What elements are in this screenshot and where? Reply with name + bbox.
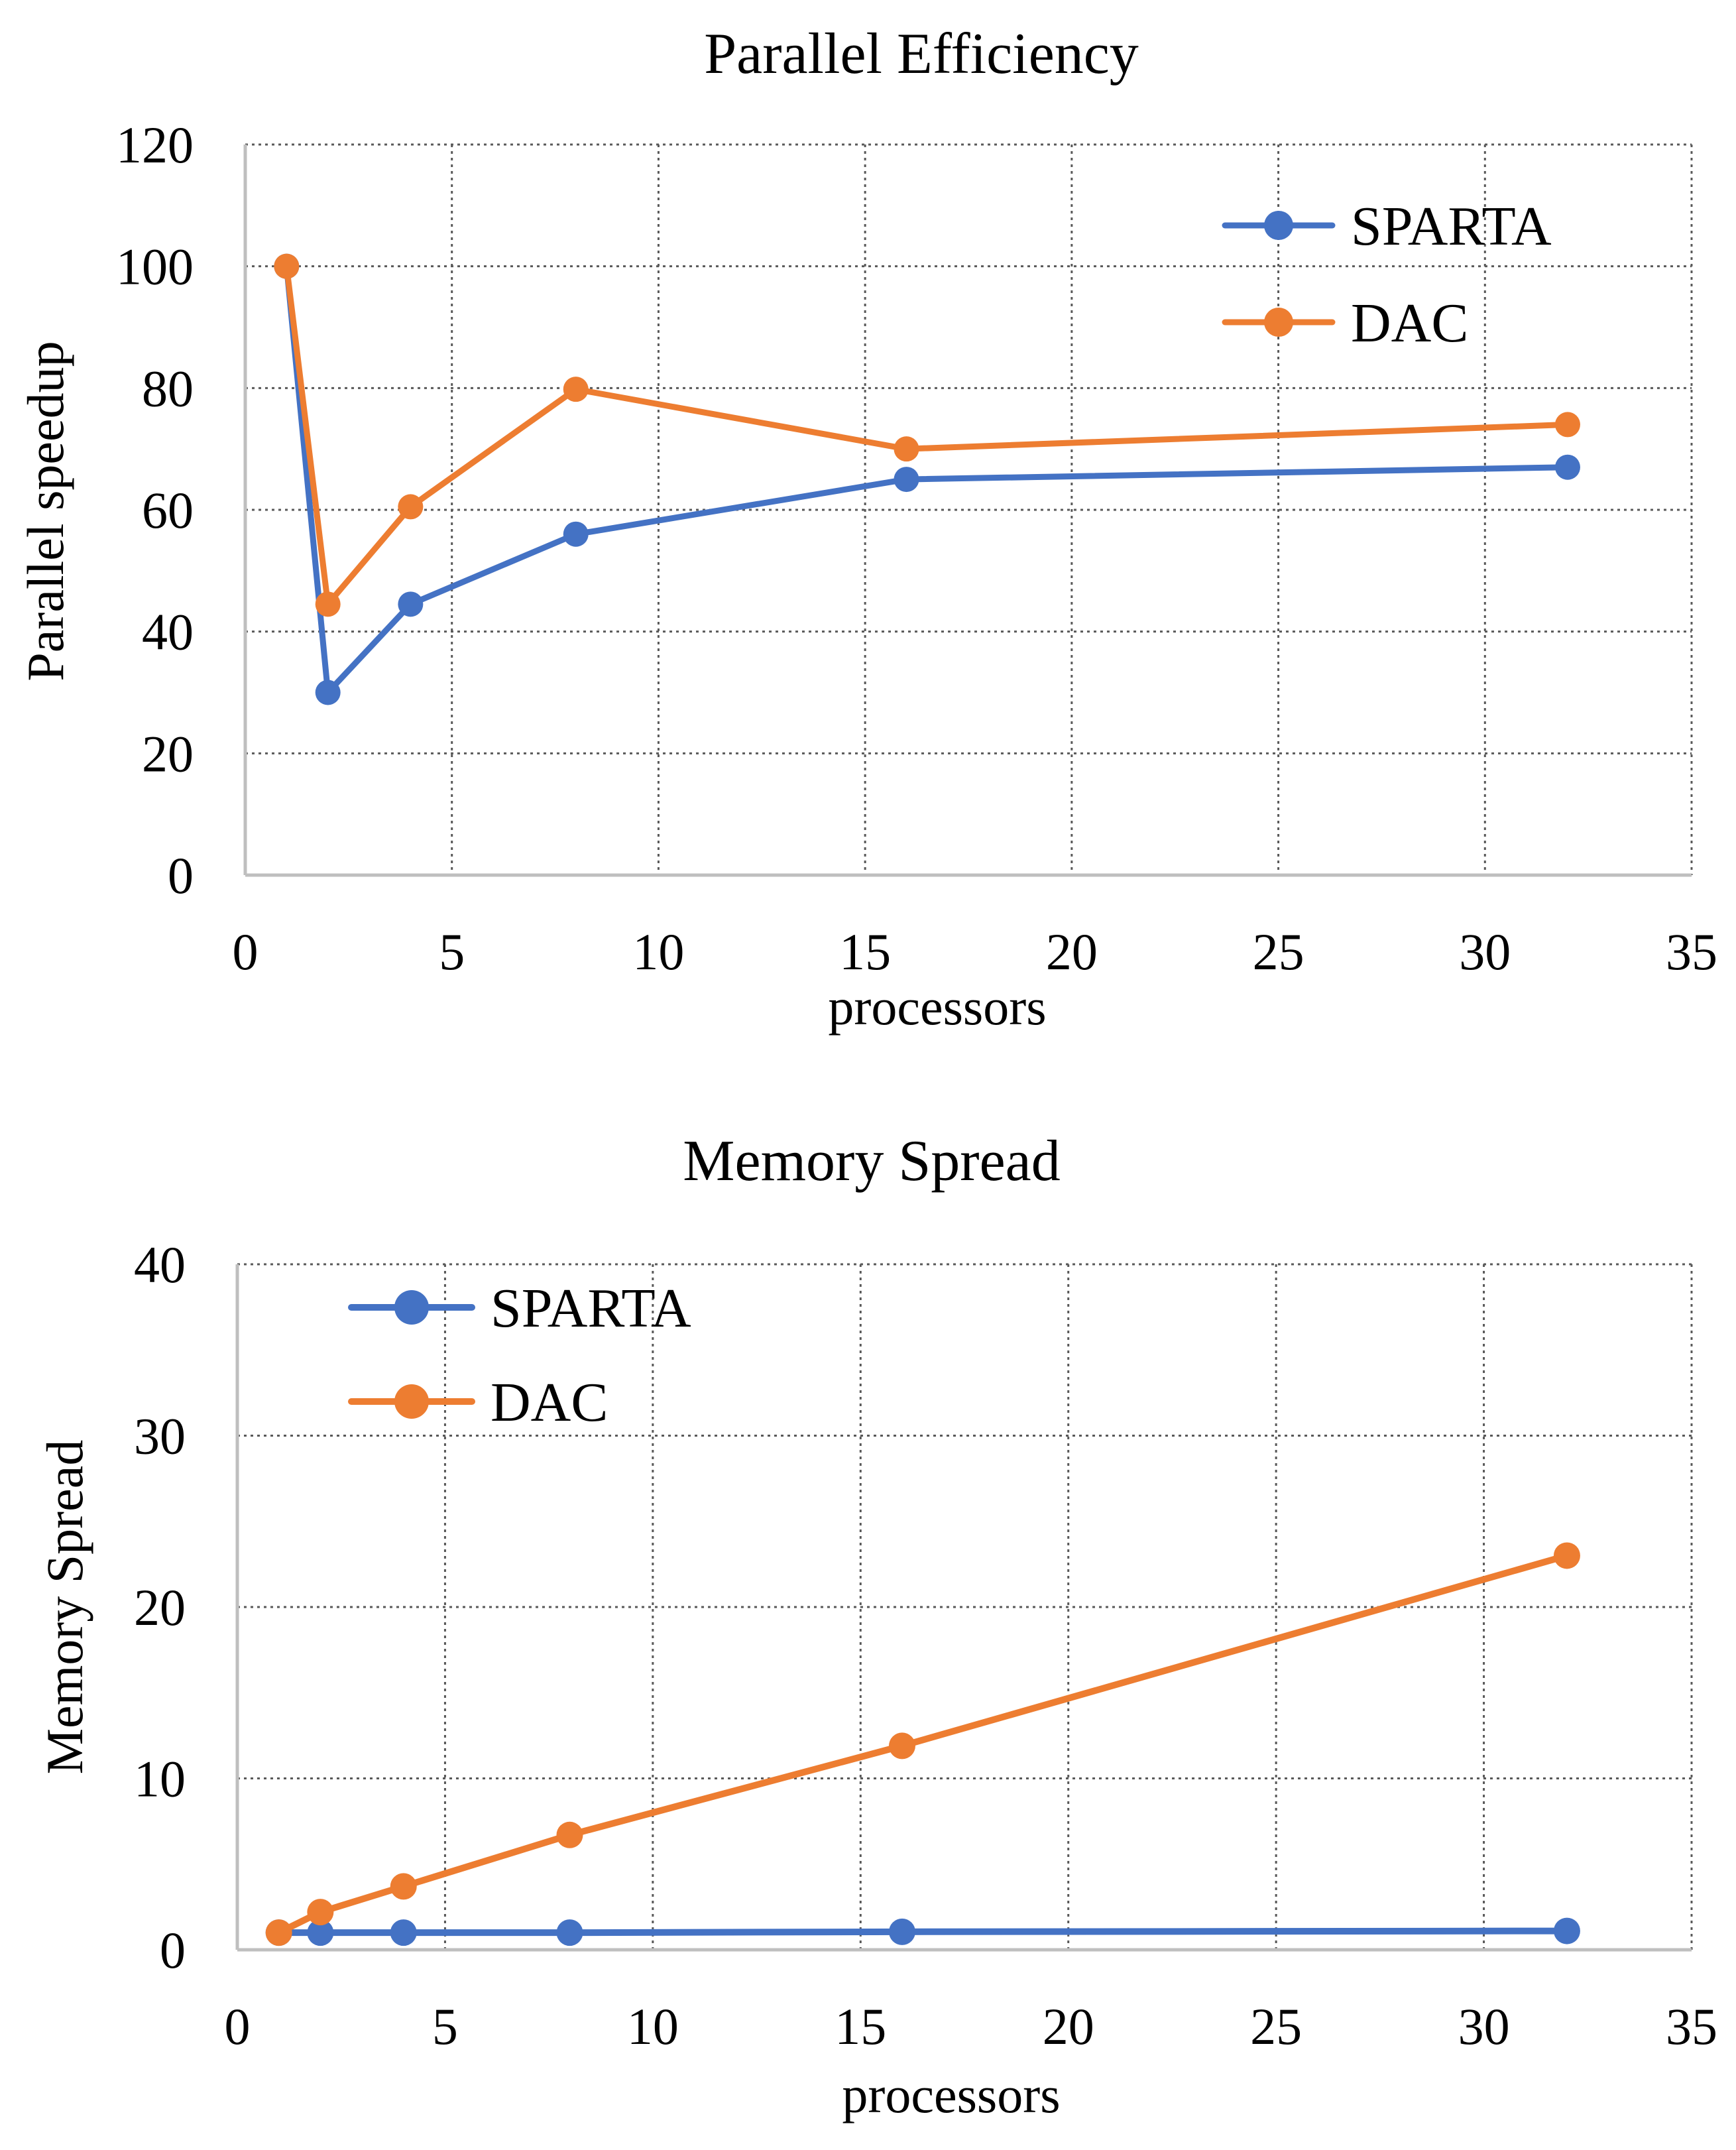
x-tick-label: 5: [439, 923, 465, 981]
data-point-sparta: [1554, 454, 1580, 480]
x-tick-label: 20: [1046, 923, 1098, 981]
series-line-sparta: [275, 1927, 1570, 1937]
legend: SPARTA DAC: [1222, 196, 1552, 354]
x-tick-label: 0: [225, 1998, 251, 2055]
x-tick-label: 25: [1253, 923, 1304, 981]
y-tick-label: 80: [142, 359, 194, 417]
data-point-dac: [265, 1919, 292, 1946]
y-tick-label: 120: [116, 116, 194, 174]
data-point-dac: [315, 591, 341, 617]
data-point-dac: [556, 1821, 583, 1848]
chart-2: Memory Spread 0 10 20 30 40 0 5 10 15 20 25 30 35 proc…: [36, 1129, 1717, 2123]
x-tick-label: 0: [233, 923, 259, 981]
y-tick-label: 30: [134, 1407, 186, 1465]
data-point-sparta: [315, 680, 341, 705]
x-tick-label: 30: [1458, 1998, 1510, 2055]
series-line-sparta: [283, 263, 1571, 695]
y-tick-label: 20: [142, 725, 194, 782]
x-tick-label: 10: [632, 923, 684, 981]
y-axis-title: Memory Spread: [36, 1440, 93, 1775]
series-line-dac: [275, 1552, 1570, 1937]
data-point-dac: [1553, 1542, 1580, 1569]
y-tick-label: 40: [134, 1236, 186, 1293]
y-tick-label: 0: [160, 1921, 186, 1979]
data-point-sparta: [307, 1919, 334, 1946]
data-point-dac: [274, 253, 300, 279]
legend-label-dac: DAC: [491, 1372, 608, 1433]
chart-title: Memory Spread: [683, 1129, 1060, 1193]
chart-title: Parallel Efficiency: [704, 22, 1139, 86]
legend-label-dac: DAC: [1351, 292, 1468, 354]
x-tick-label: 15: [835, 1998, 886, 2055]
x-tick-label: 5: [432, 1998, 458, 2055]
data-point-sparta: [563, 521, 589, 547]
y-tick-label: 60: [142, 481, 194, 539]
series-sparta: [265, 1917, 1580, 1946]
legend-marker-sparta: [394, 1290, 429, 1325]
x-tick-label: 15: [839, 923, 891, 981]
data-point-dac: [307, 1899, 334, 1926]
x-tick-label: 35: [1666, 923, 1717, 981]
y-tick-label: 10: [134, 1750, 186, 1808]
legend-label-sparta: SPARTA: [1351, 196, 1552, 257]
data-point-dac: [1554, 412, 1580, 438]
x-axis-title: processors: [828, 978, 1046, 1036]
data-point-sparta: [390, 1919, 417, 1946]
legend-label-sparta: SPARTA: [491, 1278, 691, 1339]
data-point-sparta: [1553, 1917, 1580, 1944]
data-point-dac: [894, 436, 919, 462]
x-tick-label: 30: [1459, 923, 1511, 981]
chart-1: Parallel Efficiency 0 20 40 60 80 100 120 0 5 10 15…: [17, 22, 1717, 1036]
legend: SPARTA DAC: [348, 1278, 691, 1433]
x-axis-title: processors: [842, 2066, 1060, 2123]
data-point-sparta: [888, 1918, 915, 1945]
data-point-dac: [888, 1732, 915, 1760]
data-point-sparta: [894, 467, 919, 493]
y-tick-label: 0: [168, 847, 194, 904]
y-axis-title: Parallel speedup: [17, 341, 74, 681]
y-tick-label: 40: [142, 603, 194, 661]
x-tick-label: 20: [1043, 1998, 1094, 2055]
x-tick-label: 10: [627, 1998, 679, 2055]
y-tick-label: 100: [116, 238, 194, 296]
series-dac: [265, 1542, 1580, 1946]
series-line-dac: [283, 263, 1571, 607]
data-point-dac: [390, 1873, 417, 1900]
series-dac: [274, 253, 1580, 617]
legend-marker-sparta: [1264, 211, 1293, 240]
data-point-dac: [398, 494, 424, 520]
legend-marker-dac: [394, 1384, 429, 1419]
y-tick-label: 20: [134, 1579, 186, 1636]
legend-marker-dac: [1264, 308, 1293, 337]
data-point-sparta: [398, 591, 424, 617]
x-tick-label: 25: [1250, 1998, 1302, 2055]
data-point-dac: [563, 377, 589, 402]
data-point-sparta: [556, 1919, 583, 1946]
x-tick-label: 35: [1666, 1998, 1717, 2055]
